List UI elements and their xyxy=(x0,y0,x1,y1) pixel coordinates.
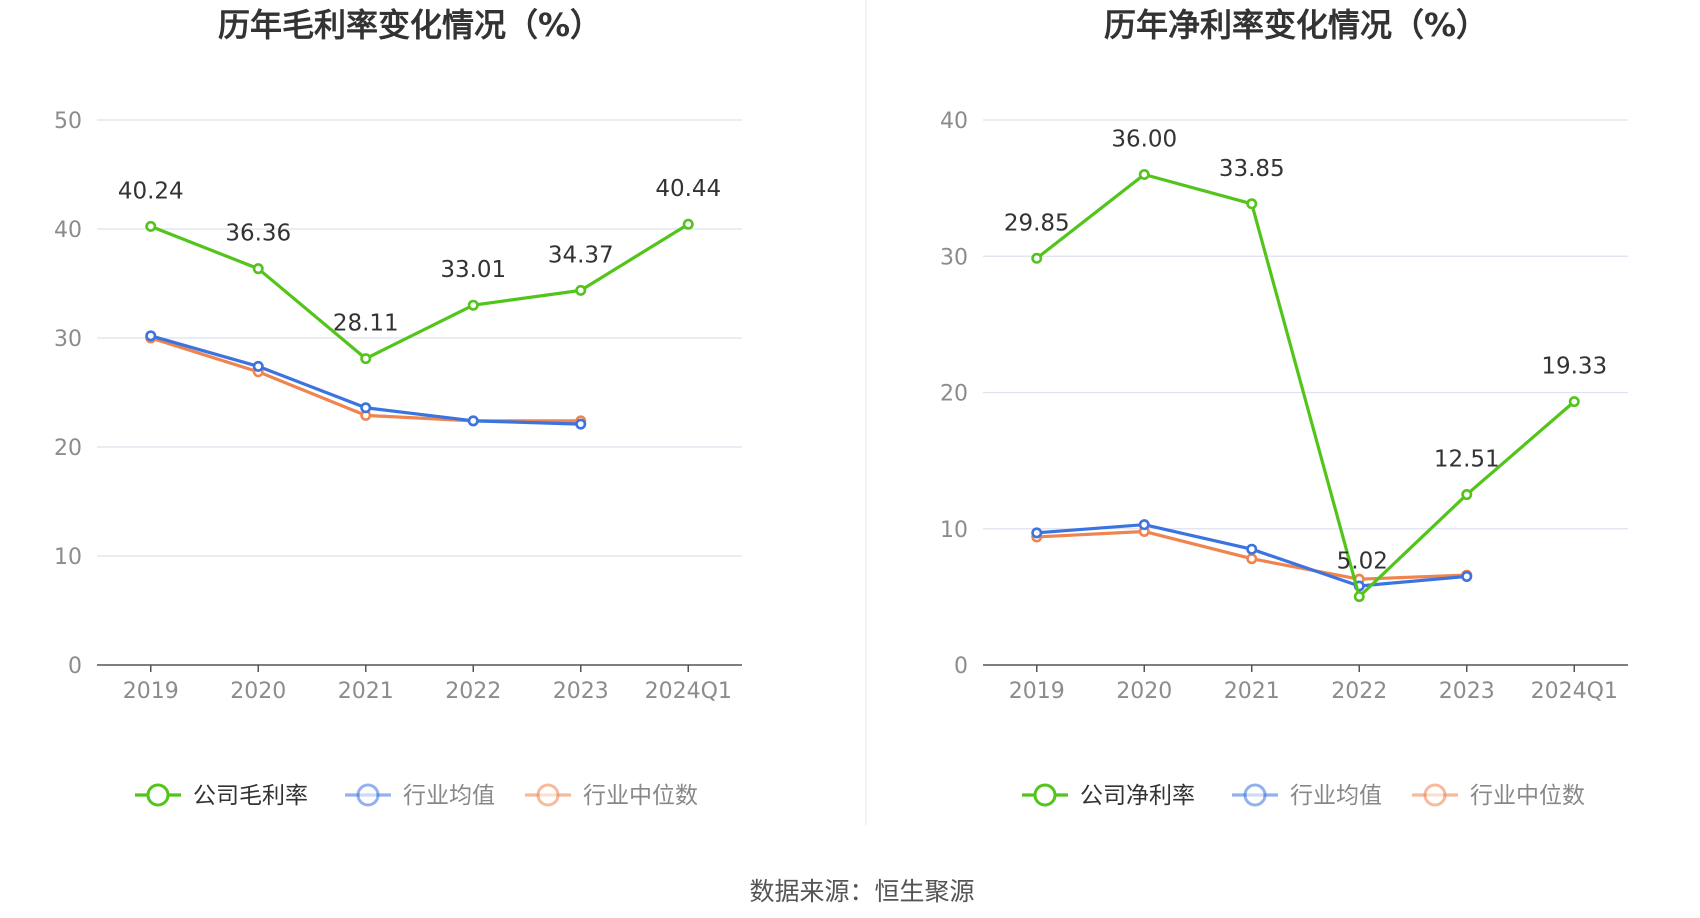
x-tick-label: 2023 xyxy=(1439,679,1495,704)
x-tick-label: 2021 xyxy=(1224,679,1280,704)
data-point-company[interactable] xyxy=(1461,489,1473,501)
y-tick-label: 20 xyxy=(54,436,82,461)
data-label: 33.01 xyxy=(440,257,506,283)
legend-item-avg[interactable]: 行业均值 xyxy=(1232,783,1382,809)
x-tick-label: 2021 xyxy=(338,679,394,704)
x-tick-label: 2023 xyxy=(553,679,609,704)
y-tick-label: 30 xyxy=(54,327,82,352)
y-tick-label: 10 xyxy=(54,545,82,570)
data-point-company[interactable] xyxy=(1353,591,1365,603)
data-point-company[interactable] xyxy=(1246,198,1258,210)
x-tick-label: 2024Q1 xyxy=(1531,679,1618,704)
data-point-company[interactable] xyxy=(252,263,264,275)
data-label: 36.00 xyxy=(1111,127,1177,153)
data-point-avg[interactable] xyxy=(575,418,587,430)
legend-marker-icon xyxy=(1033,783,1057,807)
legend-label: 公司毛利率 xyxy=(193,783,308,809)
legend-item-company[interactable]: 公司净利率 xyxy=(1022,783,1195,809)
data-point-company[interactable] xyxy=(467,299,479,311)
data-point-avg[interactable] xyxy=(1461,570,1473,582)
data-point-avg[interactable] xyxy=(1246,543,1258,555)
y-tick-label: 0 xyxy=(68,654,82,679)
legend-marker-icon xyxy=(536,783,560,807)
legend-marker-icon xyxy=(146,783,170,807)
x-tick-label: 2019 xyxy=(1009,679,1065,704)
legend-marker-icon xyxy=(1243,783,1267,807)
data-point-company[interactable] xyxy=(1568,396,1580,408)
y-tick-label: 30 xyxy=(940,245,968,270)
data-point-company[interactable] xyxy=(575,284,587,296)
data-point-avg[interactable] xyxy=(252,360,264,372)
data-label: 40.44 xyxy=(655,176,721,202)
data-label: 29.85 xyxy=(1004,210,1070,236)
legend-label: 行业中位数 xyxy=(1470,783,1585,809)
gross-margin-chart: 历年毛利率变化情况（%） 0 10 20 30 40 50 2019 2020 2021 2022 2… xyxy=(54,6,742,809)
legend-label: 公司净利率 xyxy=(1080,783,1195,809)
x-tick-label: 2020 xyxy=(230,679,286,704)
chart-title: 历年净利率变化情况（%） xyxy=(1104,6,1488,44)
x-tick-label: 2019 xyxy=(123,679,179,704)
data-point-company[interactable] xyxy=(682,218,694,230)
x-tick-label: 2022 xyxy=(445,679,501,704)
data-label: 34.37 xyxy=(548,242,614,268)
y-tick-label: 20 xyxy=(940,382,968,407)
data-label: 19.33 xyxy=(1541,354,1607,380)
data-label: 36.36 xyxy=(225,221,291,247)
data-point-median[interactable] xyxy=(1246,553,1258,565)
x-tick-label: 2024Q1 xyxy=(645,679,732,704)
data-point-company[interactable] xyxy=(1031,252,1043,264)
data-label: 33.85 xyxy=(1219,156,1285,182)
data-point-avg[interactable] xyxy=(360,402,372,414)
y-tick-label: 40 xyxy=(940,109,968,134)
data-point-company[interactable] xyxy=(1138,169,1150,181)
x-tick-label: 2020 xyxy=(1116,679,1172,704)
data-label: 12.51 xyxy=(1434,447,1500,473)
legend-item-median[interactable]: 行业中位数 xyxy=(1412,783,1585,809)
legend-label: 行业中位数 xyxy=(583,783,698,809)
chart-title: 历年毛利率变化情况（%） xyxy=(218,6,602,44)
data-label: 5.02 xyxy=(1337,549,1388,575)
legend-item-median[interactable]: 行业中位数 xyxy=(525,783,698,809)
y-tick-label: 40 xyxy=(54,218,82,243)
data-label: 40.24 xyxy=(118,178,184,204)
data-point-avg[interactable] xyxy=(1031,527,1043,539)
data-label: 28.11 xyxy=(333,311,399,337)
legend-marker-icon xyxy=(1423,783,1447,807)
legend-marker-icon xyxy=(356,783,380,807)
y-tick-label: 50 xyxy=(54,109,82,134)
y-tick-label: 10 xyxy=(940,518,968,543)
data-point-company[interactable] xyxy=(145,220,157,232)
data-source-footer: 数据来源：恒生聚源 xyxy=(749,877,974,906)
data-point-avg[interactable] xyxy=(145,330,157,342)
data-point-company[interactable] xyxy=(360,353,372,365)
series-line-company xyxy=(150,222,690,361)
y-tick-label: 0 xyxy=(954,654,968,679)
legend-label: 行业均值 xyxy=(403,783,495,809)
net-margin-chart: 历年净利率变化情况（%） 0 10 20 30 40 2019 2020 2021 2022 202… xyxy=(940,6,1628,809)
legend-item-company[interactable]: 公司毛利率 xyxy=(135,783,308,809)
data-point-avg[interactable] xyxy=(467,415,479,427)
data-point-avg[interactable] xyxy=(1138,519,1150,531)
legend-label: 行业均值 xyxy=(1290,783,1382,809)
series-line-company xyxy=(1035,172,1576,599)
x-tick-label: 2022 xyxy=(1331,679,1387,704)
legend-item-avg[interactable]: 行业均值 xyxy=(345,783,495,809)
